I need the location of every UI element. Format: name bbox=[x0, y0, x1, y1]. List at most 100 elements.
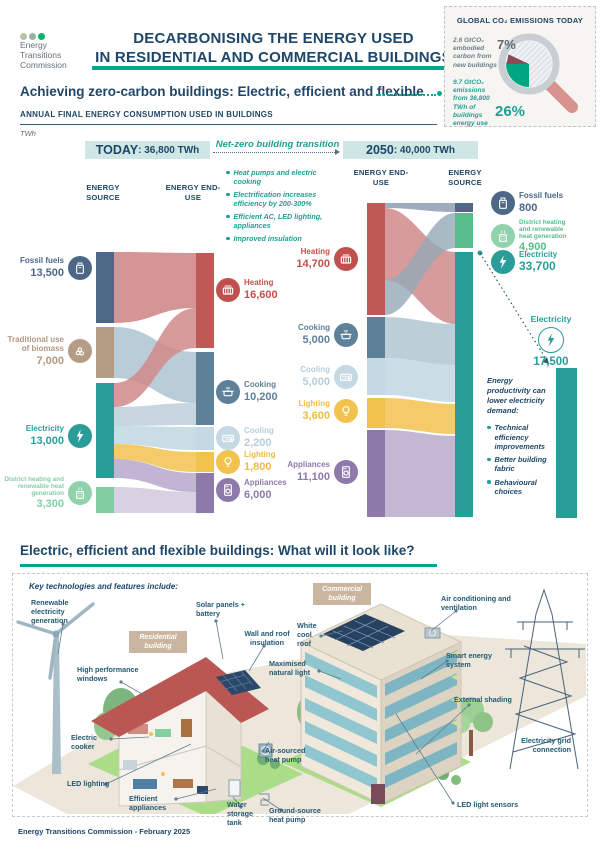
shading-fins bbox=[451, 651, 457, 726]
page-title: DECARBONISING THE ENERGY USED IN RESIDEN… bbox=[95, 30, 452, 66]
label-renewable-generation: Renewable electricity generation bbox=[31, 598, 69, 625]
lightning-bolt-icon bbox=[68, 424, 92, 448]
commercial-building-tag: Commercial building bbox=[313, 583, 371, 605]
node-cooking-2050 bbox=[367, 317, 385, 358]
light-bulb-icon bbox=[334, 399, 358, 423]
air-conditioner-icon bbox=[334, 365, 358, 389]
today-label: TODAY bbox=[95, 143, 139, 157]
transition-bullet: Heat pumps and electric cooking bbox=[226, 168, 344, 186]
label-wall-roof-insulation: Wall and roof insulation bbox=[244, 629, 290, 647]
energy-use-emissions-pct: 26% bbox=[495, 103, 526, 120]
transition-bullet: Efficient AC, LED lighting, appliances bbox=[226, 212, 344, 230]
node-district-heat bbox=[96, 487, 114, 513]
label-led-light-sensors: LED light sensors bbox=[457, 800, 519, 809]
label-led-lighting: LED lighting bbox=[67, 779, 110, 788]
wood-pellets-icon bbox=[68, 339, 92, 364]
y2050-source-header: ENERGY SOURCE bbox=[448, 168, 482, 187]
enduse2050-label-cooking: Cooking 5,000 bbox=[272, 323, 358, 347]
roof-solar-array bbox=[323, 614, 405, 651]
enduse2050-label-cooling: Cooling 5,000 bbox=[272, 365, 358, 389]
label-air-conditioning: Air conditioning and ventilation bbox=[441, 594, 511, 612]
label-water-storage-tank: Water storage tank bbox=[227, 800, 253, 827]
magnifying-glass-icon bbox=[498, 33, 578, 113]
enduse2050-label-heating: Heating 14,700 bbox=[272, 247, 358, 271]
embodied-carbon-label: 2.6 GtCO₂ embodied carbon from new build… bbox=[453, 37, 497, 69]
label-maximised-natural-light: Maximised natural light bbox=[269, 659, 311, 677]
node-appliances-2050 bbox=[367, 430, 385, 517]
node-electricity-2050 bbox=[455, 252, 473, 517]
transition-bullet: Improved insulation bbox=[226, 234, 344, 243]
enduse-label-heating: Heating 16,600 bbox=[216, 278, 278, 302]
label-external-shading: External shading bbox=[454, 695, 512, 704]
ground-source-pipes bbox=[259, 793, 270, 806]
today-sankey bbox=[96, 252, 214, 513]
productivity-bullet: Better building fabric bbox=[487, 455, 551, 474]
section2-heading: Electric, efficient and flexible buildin… bbox=[20, 543, 415, 558]
fuel-canister-icon bbox=[68, 256, 92, 280]
source2050-label-fossil: Fossil fuels 800 bbox=[491, 191, 563, 215]
y2050-total: : 40,000 TWh bbox=[393, 144, 455, 156]
residential-building-tag: Residential building bbox=[129, 631, 187, 653]
node-appliances bbox=[196, 473, 214, 513]
today-total: : 36,800 TWh bbox=[138, 144, 200, 156]
y2050-label: 2050 bbox=[366, 143, 394, 157]
productivity-bullet: Technical efficiency improvements bbox=[487, 423, 551, 451]
radiator-icon bbox=[216, 278, 240, 302]
label-smart-energy-system: Smart energy system bbox=[446, 651, 492, 669]
node-heating bbox=[196, 253, 214, 348]
electricity-demand-label: Electricity 17,500 bbox=[530, 314, 572, 368]
label-ground-source-heat-pump: Ground-source heat pump bbox=[269, 806, 321, 824]
pie-slice-embodied-carbon bbox=[506, 54, 529, 64]
today-enduse-header: ENERGY END-USE bbox=[165, 183, 221, 202]
lightning-bolt-icon bbox=[491, 250, 515, 274]
heading-connector-line bbox=[376, 94, 436, 96]
node-electricity bbox=[96, 383, 114, 478]
commercial-building bbox=[299, 603, 463, 805]
source2050-label-district: District heating and renewable heat gene… bbox=[491, 219, 577, 253]
node-cooking bbox=[196, 352, 214, 425]
energy-use-emissions-label: 9.7 GtCO₂ emissions from 36,800 TWh of b… bbox=[453, 79, 490, 128]
transition-bullet: Electrification increases efficiency by … bbox=[226, 190, 344, 208]
source-label-electricity: Electricity 13,000 bbox=[6, 424, 92, 448]
demand-connector-line bbox=[477, 250, 549, 364]
section1-heading: Achieving zero-carbon buildings: Electri… bbox=[20, 84, 424, 99]
pie-slice-buildings-energy bbox=[506, 64, 529, 87]
embodied-carbon-pct: 7% bbox=[497, 37, 516, 52]
emissions-box-title: GLOBAL CO₂ EMISSIONS TODAY bbox=[456, 16, 584, 25]
node-cooling bbox=[196, 427, 214, 450]
enduse-label-appliances: Appliances 6,000 bbox=[216, 478, 287, 502]
connector-dot bbox=[437, 91, 442, 96]
label-high-performance-windows: High performance windows bbox=[77, 665, 139, 683]
section1-rule bbox=[20, 124, 437, 126]
enduse2050-label-appliances: Appliances 11,100 bbox=[272, 460, 358, 484]
title-underline bbox=[92, 66, 455, 70]
label-solar-panels-battery: Solar panels + battery bbox=[196, 600, 245, 618]
section2-rule bbox=[20, 564, 437, 567]
today-source-header: ENERGY SOURCE bbox=[86, 183, 120, 202]
buildings-illustration bbox=[13, 588, 586, 814]
residential-house bbox=[91, 657, 273, 807]
air-conditioner-icon bbox=[216, 426, 240, 450]
magnifier-handle bbox=[543, 78, 578, 113]
key-technologies-intro: Key technologies and features include: bbox=[29, 582, 178, 591]
node-fossil-fuels bbox=[96, 252, 114, 323]
footer-credit: Energy Transitions Commission - February… bbox=[18, 827, 191, 836]
water-storage-tank-unit bbox=[228, 779, 241, 797]
key-technologies-box: Key technologies and features include: R… bbox=[12, 573, 588, 827]
global-emissions-box: GLOBAL CO₂ EMISSIONS TODAY 2.6 GtCO₂ emb… bbox=[444, 6, 596, 127]
light-bulb-icon bbox=[216, 450, 240, 474]
node-heating-2050 bbox=[367, 203, 385, 315]
building-heat-icon bbox=[491, 224, 515, 249]
enduse2050-label-lighting: Lighting 3,600 bbox=[272, 399, 358, 423]
label-efficient-appliances: Efficient appliances bbox=[129, 794, 167, 812]
source-label-biomass: Traditional use of biomass 7,000 bbox=[2, 335, 92, 367]
transition-arrow-head bbox=[335, 149, 340, 155]
y2050-enduse-header: ENERGY END-USE bbox=[353, 168, 409, 187]
enduse-label-lighting: Lighting 1,800 bbox=[216, 450, 276, 474]
label-connectors bbox=[57, 609, 471, 812]
node-biomass bbox=[96, 327, 114, 378]
transition-title: Net-zero building transition bbox=[215, 139, 340, 150]
today-period-bar: TODAY: 36,800 TWh bbox=[85, 141, 210, 159]
y2050-sankey bbox=[367, 203, 473, 517]
